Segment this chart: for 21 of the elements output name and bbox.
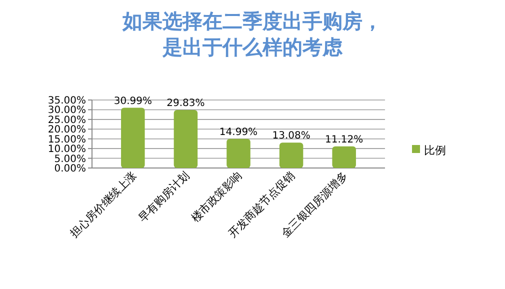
y-tick-label: 35.00% (48, 96, 86, 106)
x-tick-label: 早有购房计划 (136, 168, 192, 225)
y-tick-label: 5.00% (54, 154, 86, 165)
data-label: 29.83% (166, 98, 205, 110)
y-tick-label: 20.00% (48, 124, 86, 136)
bar (174, 110, 198, 168)
y-tick-label: 0.00% (54, 164, 86, 174)
data-label: 13.08% (272, 130, 310, 142)
y-tick-label: 30.00% (48, 105, 86, 116)
chart-title: 如果选择在二季度出手购房，是出于什么样的考虑 (122, 9, 382, 59)
bar (121, 108, 145, 168)
data-label: 30.99% (114, 96, 152, 107)
bar (279, 142, 304, 168)
bar (226, 138, 250, 168)
data-label: 11.12% (325, 134, 364, 146)
data-label: 14.99% (219, 126, 258, 138)
y-tick-label: 25.00% (48, 114, 86, 126)
bar (332, 146, 356, 168)
legend-label: 比例 (424, 144, 446, 157)
y-tick-label: 15.00% (48, 134, 86, 146)
y-tick-label: 10.00% (48, 144, 86, 156)
